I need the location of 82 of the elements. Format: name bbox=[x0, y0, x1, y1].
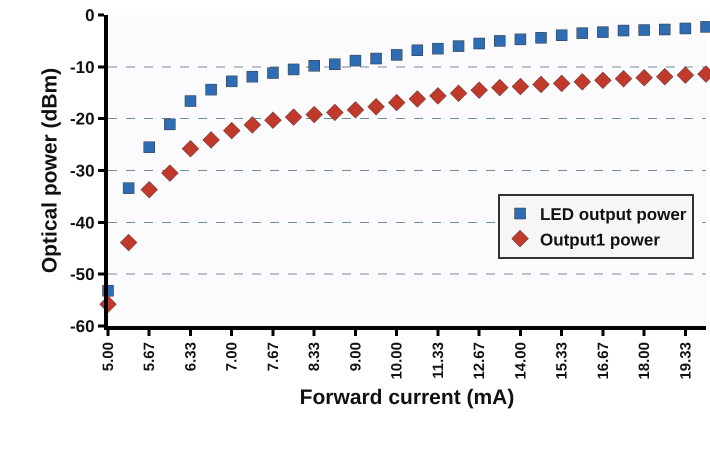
point bbox=[614, 70, 632, 88]
x-tick-label: 5.67 bbox=[141, 342, 158, 372]
point bbox=[470, 81, 488, 99]
y-tick-label: -40 bbox=[70, 213, 95, 232]
point bbox=[656, 68, 674, 86]
point bbox=[350, 54, 362, 66]
y-tick-label: -30 bbox=[70, 161, 95, 180]
point bbox=[638, 24, 650, 36]
point bbox=[432, 42, 444, 54]
x-tick-label: 10.00 bbox=[388, 342, 406, 380]
x-tick-label: 5.00 bbox=[100, 342, 117, 372]
x-tick-label: 9.00 bbox=[347, 342, 364, 372]
point bbox=[161, 164, 179, 182]
x-tick-label: 6.33 bbox=[182, 342, 200, 372]
x-axis-title: Forward current (mA) bbox=[300, 386, 514, 410]
point bbox=[390, 49, 402, 61]
point bbox=[143, 141, 155, 153]
point bbox=[306, 106, 323, 124]
point bbox=[284, 108, 302, 126]
point bbox=[535, 32, 547, 44]
y-axis-title: Optical power (dBm) bbox=[38, 68, 62, 274]
point bbox=[450, 84, 468, 102]
point bbox=[556, 29, 568, 41]
y-tick-label: -10 bbox=[70, 58, 95, 77]
y-tick-label: -20 bbox=[70, 110, 95, 129]
point bbox=[267, 67, 279, 79]
point bbox=[473, 38, 485, 50]
y-tick-label: -50 bbox=[70, 265, 95, 284]
x-tick-label: 18.00 bbox=[636, 342, 654, 380]
x-tick-label: 8.33 bbox=[306, 342, 324, 372]
point bbox=[370, 52, 382, 64]
point bbox=[429, 87, 447, 105]
y-tick-label: -60 bbox=[70, 316, 95, 336]
point bbox=[264, 112, 282, 129]
point bbox=[532, 76, 550, 94]
point bbox=[594, 72, 612, 90]
legend-label: LED output power bbox=[540, 205, 687, 224]
point bbox=[226, 76, 238, 88]
x-tick-label: 11.33 bbox=[430, 342, 447, 379]
point bbox=[120, 234, 138, 252]
x-tick-label: 7.00 bbox=[224, 342, 241, 372]
point bbox=[552, 74, 570, 92]
y-tick-label: 0 bbox=[85, 6, 95, 25]
point bbox=[635, 69, 653, 86]
point bbox=[329, 58, 341, 70]
point bbox=[202, 131, 220, 149]
point bbox=[659, 24, 671, 36]
x-tick-label: 7.67 bbox=[264, 342, 282, 372]
x-tick-label: 19.33 bbox=[677, 342, 694, 380]
point bbox=[676, 66, 694, 84]
point bbox=[140, 180, 158, 198]
point bbox=[223, 122, 240, 140]
point bbox=[680, 22, 692, 34]
point bbox=[576, 27, 588, 39]
point bbox=[452, 40, 464, 52]
point bbox=[288, 64, 300, 76]
point bbox=[122, 182, 134, 194]
point bbox=[514, 34, 526, 46]
point bbox=[388, 94, 406, 112]
x-tick-label: 15.33 bbox=[554, 342, 571, 380]
point bbox=[512, 78, 530, 96]
point bbox=[308, 60, 320, 72]
point bbox=[597, 26, 609, 38]
point bbox=[244, 116, 262, 134]
point bbox=[326, 104, 344, 122]
point bbox=[618, 24, 630, 36]
x-tick-label: 12.67 bbox=[471, 342, 488, 380]
point bbox=[412, 44, 424, 56]
point bbox=[205, 84, 217, 96]
point bbox=[491, 78, 508, 96]
point bbox=[182, 140, 200, 158]
point bbox=[494, 35, 506, 47]
x-tick-label: 14.00 bbox=[512, 342, 530, 380]
legend-label: Output1 power bbox=[540, 230, 660, 250]
point bbox=[164, 118, 176, 130]
point bbox=[408, 90, 426, 108]
point bbox=[367, 98, 385, 116]
x-tick-label: 16.67 bbox=[594, 342, 612, 380]
point bbox=[246, 70, 258, 82]
point bbox=[574, 73, 591, 91]
point bbox=[184, 95, 196, 107]
point bbox=[346, 101, 364, 119]
